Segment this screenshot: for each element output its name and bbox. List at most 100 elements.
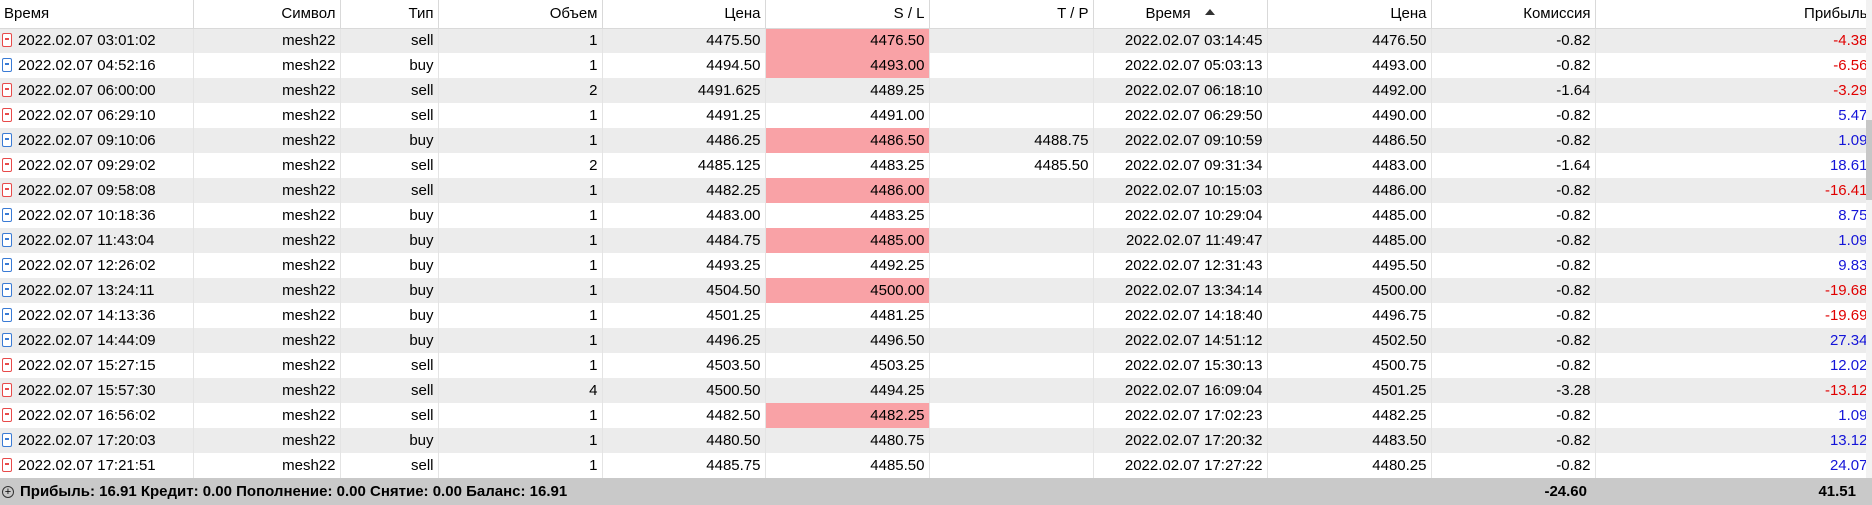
table-row[interactable]: 2022.02.07 14:13:36 mesh22 buy 1 4501.25 4481… [0,303,1872,328]
cell-open-price: 4485.125 [602,153,766,178]
cell-stop-loss: 4493.00 [765,53,930,78]
cell-close-time: 2022.02.07 15:30:13 [1093,353,1268,378]
cell-open-time: 2022.02.07 04:52:16 [0,53,194,78]
cell-open-price: 4501.25 [602,303,766,328]
cell-take-profit [929,253,1094,278]
cell-take-profit [929,53,1094,78]
table-row[interactable]: 2022.02.07 09:58:08 mesh22 sell 1 4482.25 448… [0,178,1872,203]
cell-close-price: 4500.00 [1267,278,1432,303]
cell-open-time: 2022.02.07 15:57:30 [0,378,194,403]
table-row[interactable]: 2022.02.07 06:00:00 mesh22 sell 2 4491.625 44… [0,78,1872,103]
table-row[interactable]: 2022.02.07 14:44:09 mesh22 buy 1 4496.25 4496… [0,328,1872,353]
cell-open-price: 4491.25 [602,103,766,128]
cell-profit: -13.12 [1595,378,1872,403]
col-header-volume[interactable]: Объем [438,0,603,29]
cell-commission: -0.82 [1431,353,1596,378]
cell-close-time: 2022.02.07 17:27:22 [1093,453,1268,478]
cell-commission: -0.82 [1431,428,1596,453]
cell-stop-loss: 4492.25 [765,253,930,278]
cell-open-price: 4504.50 [602,278,766,303]
cell-close-time: 2022.02.07 17:02:23 [1093,403,1268,428]
table-row[interactable]: 2022.02.07 17:21:51 mesh22 sell 1 4485.75 448… [0,453,1872,478]
cell-symbol: mesh22 [193,28,341,53]
cell-take-profit [929,103,1094,128]
col-header-profit[interactable]: Прибыль [1595,0,1872,29]
cell-profit: -6.56 [1595,53,1872,78]
cell-take-profit [929,203,1094,228]
cell-open-time: 2022.02.07 15:27:15 [0,353,194,378]
cell-open-price: 4484.75 [602,228,766,253]
cell-commission: -0.82 [1431,28,1596,53]
cell-volume: 1 [438,353,603,378]
cell-open-time: 2022.02.07 13:24:11 [0,278,194,303]
cell-commission: -1.64 [1431,78,1596,103]
cell-stop-loss: 4489.25 [765,78,930,103]
table-row[interactable]: 2022.02.07 15:57:30 mesh22 sell 4 4500.50 449… [0,378,1872,403]
cell-close-price: 4500.75 [1267,353,1432,378]
cell-close-time: 2022.02.07 05:03:13 [1093,53,1268,78]
cell-close-price: 4490.00 [1267,103,1432,128]
col-header-close-price[interactable]: Цена [1267,0,1432,29]
table-row[interactable]: 2022.02.07 03:01:02 mesh22 sell 1 4475.50 447… [0,28,1872,53]
cell-close-price: 4482.25 [1267,403,1432,428]
col-header-type[interactable]: Тип [340,0,439,29]
table-row[interactable]: 2022.02.07 16:56:02 mesh22 sell 1 4482.50 448… [0,403,1872,428]
open-time-text: 2022.02.07 14:13:36 [18,307,156,324]
cell-profit: -16.41 [1595,178,1872,203]
cell-profit: 12.02 [1595,353,1872,378]
cell-type: buy [340,228,439,253]
cell-type: sell [340,153,439,178]
cell-open-time: 2022.02.07 09:10:06 [0,128,194,153]
cell-stop-loss: 4485.00 [765,228,930,253]
cell-symbol: mesh22 [193,78,341,103]
cell-type: buy [340,253,439,278]
open-time-text: 2022.02.07 06:29:10 [18,107,156,124]
cell-type: buy [340,128,439,153]
cell-symbol: mesh22 [193,253,341,278]
col-header-stop-loss[interactable]: S / L [765,0,930,29]
cell-close-price: 4485.00 [1267,203,1432,228]
table-row[interactable]: 2022.02.07 09:29:02 mesh22 sell 2 4485.125 44… [0,153,1872,178]
cell-open-time: 2022.02.07 11:43:04 [0,228,194,253]
cell-volume: 4 [438,378,603,403]
buy-deal-icon [2,233,12,247]
cell-volume: 2 [438,153,603,178]
table-row[interactable]: 2022.02.07 11:43:04 mesh22 buy 1 4484.75 4485… [0,228,1872,253]
cell-type: sell [340,78,439,103]
table-row[interactable]: 2022.02.07 04:52:16 mesh22 buy 1 4494.50 4493… [0,53,1872,78]
col-header-commission[interactable]: Комиссия [1431,0,1596,29]
col-header-close-time[interactable]: Время [1093,0,1268,29]
col-header-open-time[interactable]: Время [0,0,194,29]
table-row[interactable]: 2022.02.07 10:18:36 mesh22 buy 1 4483.00 4483… [0,203,1872,228]
vertical-scrollbar[interactable] [1866,0,1872,478]
cell-open-time: 2022.02.07 09:29:02 [0,153,194,178]
expand-icon[interactable]: + [2,485,14,498]
cell-take-profit [929,378,1094,403]
table-row[interactable]: 2022.02.07 15:27:15 mesh22 sell 1 4503.50 450… [0,353,1872,378]
cell-open-time: 2022.02.07 09:58:08 [0,178,194,203]
table-row[interactable]: 2022.02.07 17:20:03 mesh22 buy 1 4480.50 4480… [0,428,1872,453]
cell-take-profit [929,78,1094,103]
table-row[interactable]: 2022.02.07 13:24:11 mesh22 buy 1 4504.50 4500… [0,278,1872,303]
col-header-symbol[interactable]: Символ [193,0,341,29]
cell-commission: -0.82 [1431,228,1596,253]
cell-profit: 8.75 [1595,203,1872,228]
table-row[interactable]: 2022.02.07 06:29:10 mesh22 sell 1 4491.25 449… [0,103,1872,128]
cell-take-profit [929,228,1094,253]
cell-type: sell [340,403,439,428]
cell-stop-loss: 4483.25 [765,153,930,178]
col-header-take-profit[interactable]: T / P [929,0,1094,29]
cell-symbol: mesh22 [193,428,341,453]
scrollbar-thumb[interactable] [1866,120,1872,200]
buy-deal-icon [2,133,12,147]
table-row[interactable]: 2022.02.07 12:26:02 mesh22 buy 1 4493.25 4492… [0,253,1872,278]
cell-close-price: 4501.25 [1267,378,1432,403]
cell-volume: 1 [438,103,603,128]
open-time-text: 2022.02.07 04:52:16 [18,57,156,74]
col-header-open-price[interactable]: Цена [602,0,766,29]
cell-symbol: mesh22 [193,128,341,153]
cell-take-profit: 4485.50 [929,153,1094,178]
cell-profit: 27.34 [1595,328,1872,353]
table-row[interactable]: 2022.02.07 09:10:06 mesh22 buy 1 4486.25 4486… [0,128,1872,153]
cell-volume: 1 [438,328,603,353]
